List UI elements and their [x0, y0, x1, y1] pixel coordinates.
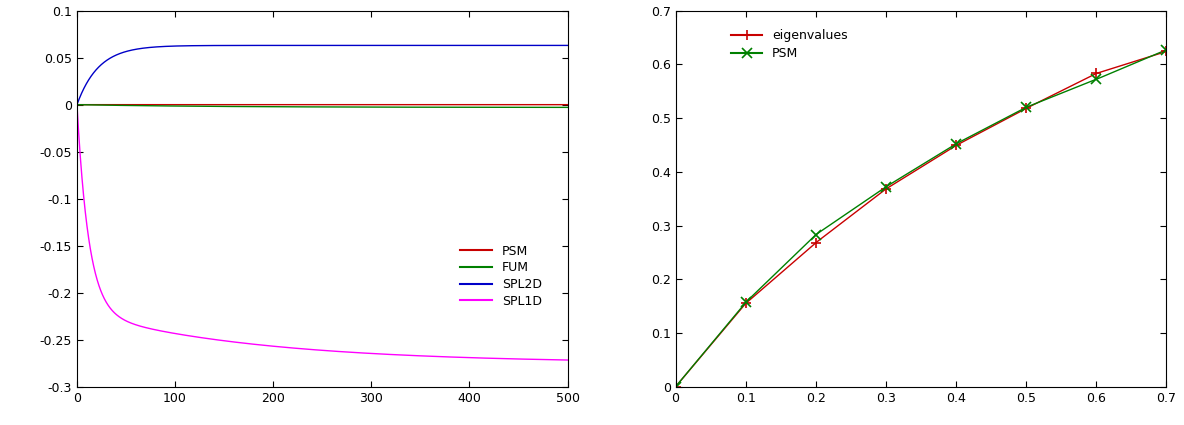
Legend: eigenvalues, PSM: eigenvalues, PSM	[726, 24, 852, 65]
Legend: PSM, FUM, SPL2D, SPL1D: PSM, FUM, SPL2D, SPL1D	[456, 240, 547, 313]
